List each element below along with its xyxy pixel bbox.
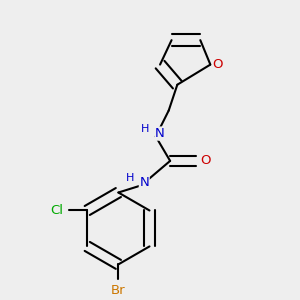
Text: N: N <box>155 127 165 140</box>
Text: N: N <box>140 176 149 189</box>
Text: H: H <box>141 124 149 134</box>
Text: Cl: Cl <box>51 204 64 217</box>
Text: O: O <box>200 154 210 167</box>
Text: O: O <box>212 58 223 71</box>
Text: Br: Br <box>111 284 126 297</box>
Text: H: H <box>126 173 134 183</box>
